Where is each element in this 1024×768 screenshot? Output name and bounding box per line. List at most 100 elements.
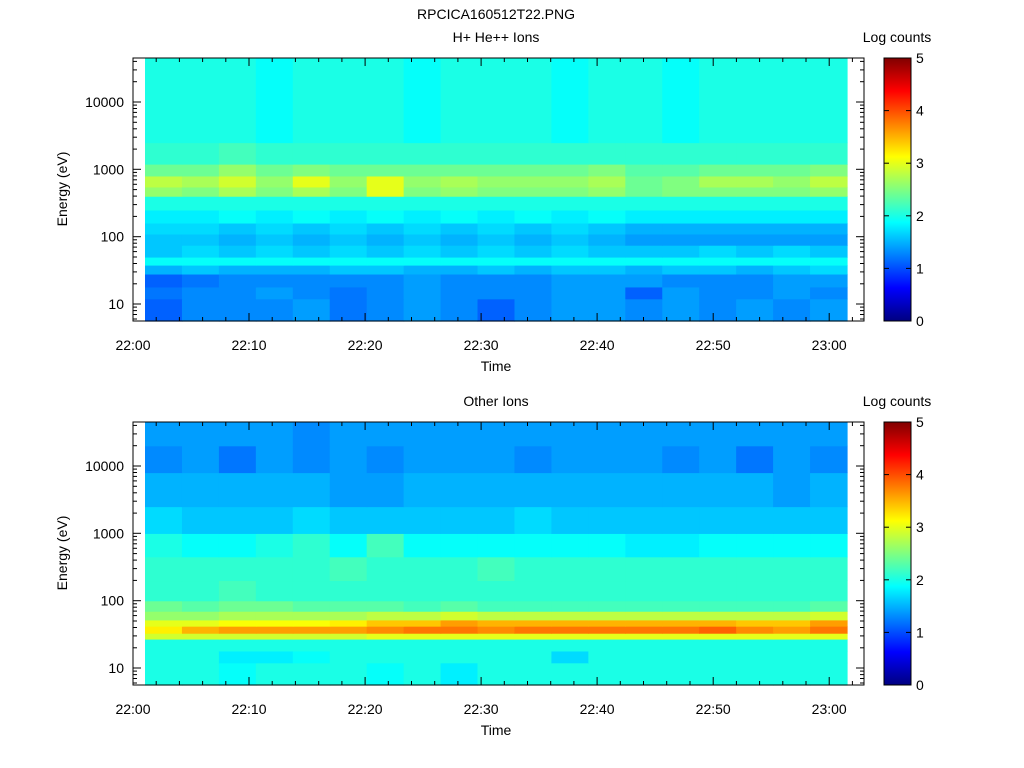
colorbar [883,57,912,322]
spectrogram-cell [329,472,368,508]
spectrogram-cell [551,273,589,288]
y-tick-label: 1000 [93,161,124,177]
spectrogram-cell [588,619,626,627]
spectrogram-cell [625,196,663,211]
figure-title: RPCICA160512T22.PNG [417,6,575,22]
spectrogram-cell [514,638,553,652]
spectrogram-cell [477,619,516,627]
spectrogram-cell [145,164,183,177]
spectrogram-cell [181,264,220,275]
spectrogram-cell [699,196,737,211]
spectrogram-cell [255,233,294,246]
spectrogram-cell [477,611,516,621]
spectrogram-cell [181,233,220,246]
spectrogram-cell [736,506,774,534]
y-tick-label: 10 [108,296,124,312]
spectrogram-cell [255,58,294,144]
colorbar-tick-label: 4 [916,467,924,483]
spectrogram-cell [366,662,405,686]
spectrogram-cell [366,298,405,322]
spectrogram-cell [403,422,442,447]
spectrogram-cell [181,196,220,211]
spectrogram-cell [255,662,294,686]
spectrogram-cell [440,222,479,235]
spectrogram-cell [514,245,553,258]
colorbar-tick-label: 2 [916,208,924,224]
spectrogram-cells [145,422,848,686]
colorbar-label: Log counts [863,393,932,409]
spectrogram-cell [145,286,183,300]
spectrogram-cell [218,286,257,300]
spectrogram-cell [736,264,774,275]
spectrogram-cell [329,626,368,634]
x-tick-label: 22:50 [696,337,731,353]
spectrogram-cell [292,611,331,621]
spectrogram-cell [329,422,368,447]
spectrogram-cell [292,233,331,246]
spectrogram-cell [145,533,183,558]
spectrogram-cell [514,164,553,177]
x-tick-label: 22:20 [348,701,383,717]
spectrogram-cell [588,580,626,602]
spectrogram-cell [477,142,516,165]
spectrogram-cell [662,264,700,275]
spectrogram-cell [588,626,626,634]
spectrogram-cell [329,273,368,288]
spectrogram-cell [662,580,700,602]
y-axis-label: Energy (eV) [54,152,70,227]
spectrogram-cell [773,472,811,508]
colorbar-tick-label: 1 [916,624,924,640]
spectrogram-cell [440,286,479,300]
spectrogram-cell [551,533,589,558]
spectrogram-cell [329,506,368,534]
spectrogram-cell [366,186,405,197]
spectrogram-cell [403,264,442,275]
spectrogram-cell [736,196,774,211]
spectrogram-cell [551,472,589,508]
spectrogram-cell [403,650,442,664]
spectrogram-cell [255,611,294,621]
colorbar [883,421,912,686]
spectrogram-cell [514,422,553,447]
spectrogram-cell [810,472,848,508]
spectrogram-cell [736,472,774,508]
spectrogram-cell [255,650,294,664]
colorbar-tick-label: 5 [916,414,924,430]
spectrogram-cell [514,445,553,474]
spectrogram-cell [773,142,811,165]
spectrogram-cell [625,626,663,634]
spectrogram-cell [773,580,811,602]
spectrogram-cell [736,142,774,165]
spectrogram-cell [736,58,774,144]
spectrogram-cell [699,233,737,246]
spectrogram-cell [699,650,737,664]
spectrogram-cell [810,175,848,188]
spectrogram-cell [662,209,700,224]
spectrogram-cell [477,286,516,300]
spectrogram-cell [218,58,257,144]
spectrogram-cell [699,209,737,224]
spectrogram-cell [292,222,331,235]
spectrogram-cell [145,600,183,612]
y-tick-label: 10000 [85,458,124,474]
spectrogram-cell [477,626,516,634]
spectrogram-cell [699,245,737,258]
spectrogram-cell [699,580,737,602]
spectrogram-cell [255,256,294,266]
spectrogram-cell [145,626,183,634]
spectrogram-cell [403,209,442,224]
spectrogram-cell [292,209,331,224]
spectrogram-cell [181,638,220,652]
spectrogram-cell [514,533,553,558]
spectrogram-cell [699,186,737,197]
spectrogram-cell [662,422,700,447]
spectrogram-cell [292,186,331,197]
spectrogram-cell [403,164,442,177]
colorbar-tick-label: 5 [916,50,924,66]
spectrogram-cell [366,626,405,634]
spectrogram-cell [514,472,553,508]
spectrogram-cell [218,650,257,664]
spectrogram-cell [403,533,442,558]
spectrogram-cell [662,626,700,634]
spectrogram-cell [625,273,663,288]
